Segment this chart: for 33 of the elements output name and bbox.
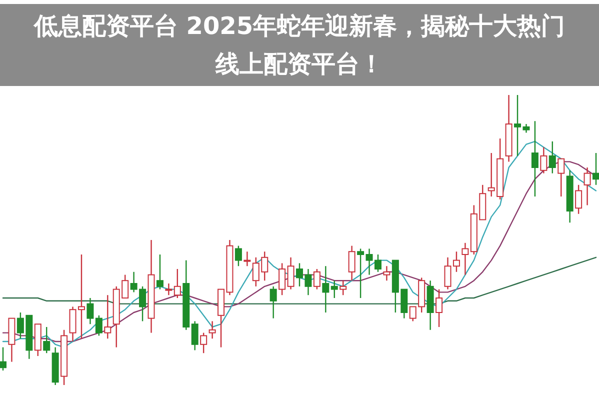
candlestick [558,158,565,198]
candlestick [313,268,320,290]
candlestick [43,326,50,354]
candlestick [462,242,469,276]
candlestick [287,256,294,290]
candlestick [234,245,242,267]
candlestick [348,245,356,282]
candlestick [436,288,443,328]
candlestick [531,120,538,198]
candlestick [540,146,548,174]
candlestick [278,262,286,296]
candlestick [592,152,599,186]
candlestick [244,251,251,267]
candlestick [174,268,181,299]
candlestick [548,140,556,174]
candlestick [0,346,6,372]
candlestick [208,320,216,340]
candlestick [330,280,338,299]
candlestick [357,248,364,299]
candlestick [200,332,208,354]
candlestick [165,282,172,296]
candlestick [340,280,347,296]
candlestick [584,166,591,206]
candlestick [104,294,112,340]
candlestick [95,314,102,336]
candlestick [191,320,198,351]
candlestick [383,266,390,282]
candlestick [270,286,277,319]
chart-title: 低息配资平台 2025年蛇年迎新春，揭秘十大热门线上配资平台！ [32,11,566,80]
candlestick [156,254,164,290]
candlestick [86,297,94,325]
candlestick [322,266,330,314]
candlestick [575,184,582,214]
